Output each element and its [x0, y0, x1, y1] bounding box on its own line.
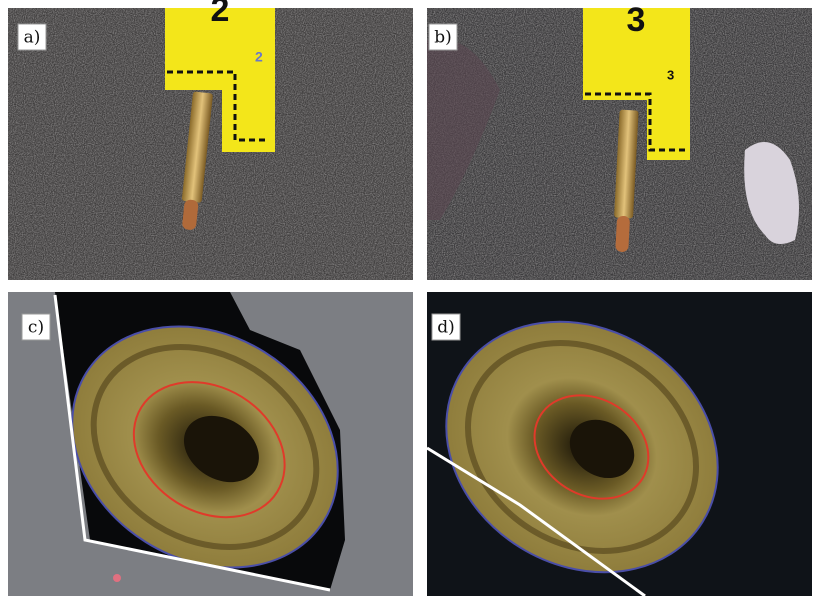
- panel-c: c): [8, 278, 413, 596]
- panel-a: 2 2 a): [8, 0, 413, 280]
- panel-d: d): [399, 272, 812, 596]
- spot: [113, 574, 121, 582]
- marker-small: 2: [255, 49, 263, 65]
- panel-label: c): [28, 318, 44, 338]
- marker-small: 3: [667, 67, 674, 82]
- marker-big: 2: [211, 0, 230, 29]
- page: 2 2 a) 3 3 b): [0, 0, 819, 596]
- figure: 2 2 a) 3 3 b): [0, 0, 819, 596]
- marker-big: 3: [627, 1, 646, 39]
- panel-label: b): [434, 28, 452, 48]
- panel-b: 3 3 b): [427, 1, 812, 280]
- panel-label: a): [24, 28, 41, 48]
- panel-label: d): [437, 318, 455, 338]
